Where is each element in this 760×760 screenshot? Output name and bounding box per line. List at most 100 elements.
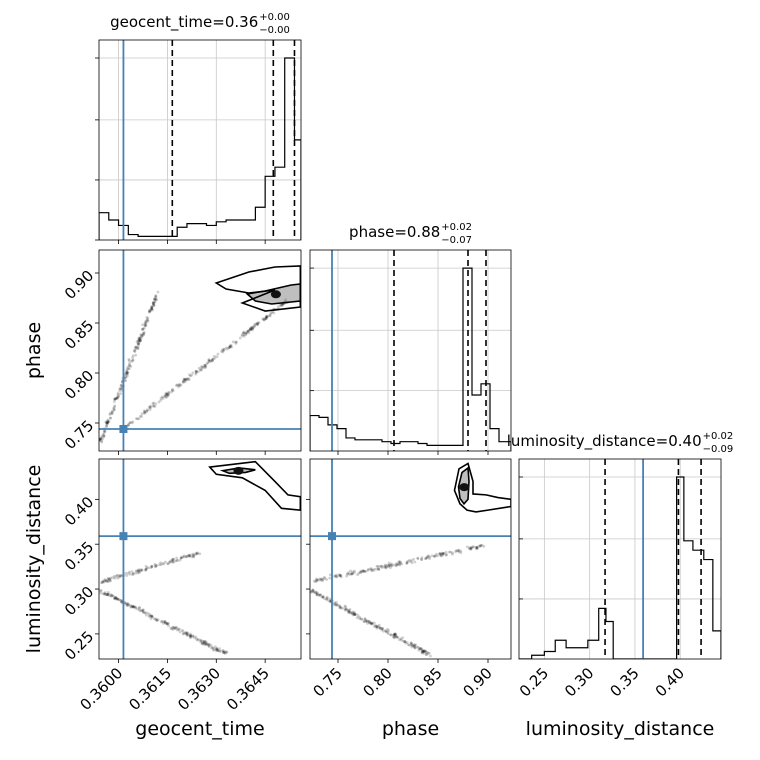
- sample-point: [149, 614, 153, 618]
- sample-point: [362, 569, 366, 573]
- sample-point: [186, 631, 190, 635]
- sample-point: [363, 617, 367, 621]
- sample-point: [182, 378, 186, 382]
- sample-point: [320, 577, 324, 581]
- sample-point: [185, 633, 189, 636]
- title-lower-error: −0.07: [441, 235, 472, 246]
- sample-point: [107, 592, 110, 596]
- sample-point: [370, 621, 374, 625]
- sample-point: [140, 609, 143, 612]
- density-peak: [233, 466, 244, 475]
- sample-point: [321, 578, 325, 581]
- sample-point: [127, 423, 130, 427]
- sample-point: [230, 345, 234, 349]
- sample-point: [325, 597, 328, 601]
- sample-point: [210, 358, 214, 362]
- sample-point: [112, 406, 115, 410]
- sample-point: [159, 561, 162, 565]
- sample-point: [409, 641, 413, 645]
- sample-point: [346, 608, 349, 612]
- sample-point: [442, 552, 446, 555]
- sample-point: [137, 342, 141, 346]
- sample-point: [142, 333, 146, 336]
- sample-point: [216, 649, 220, 653]
- sample-point: [225, 650, 229, 654]
- sample-point: [383, 564, 387, 568]
- sample-point: [424, 649, 428, 653]
- sample-point: [228, 344, 232, 348]
- sample-point: [113, 596, 117, 600]
- sample-point: [421, 650, 425, 654]
- sample-point: [190, 555, 194, 559]
- sample-point: [115, 396, 119, 400]
- sample-point: [177, 385, 180, 389]
- sample-point: [438, 551, 442, 555]
- sample-point: [163, 394, 166, 398]
- sample-point: [115, 574, 119, 578]
- x-tick-label: 0.3600: [77, 664, 127, 714]
- sample-point: [154, 295, 157, 299]
- sample-point: [131, 604, 135, 608]
- sample-point: [381, 627, 384, 631]
- sample-point: [312, 589, 316, 593]
- sample-point: [164, 391, 168, 395]
- sample-point: [215, 647, 219, 651]
- sample-point: [108, 411, 112, 415]
- sample-point: [318, 577, 322, 581]
- sample-point: [368, 621, 371, 625]
- sample-point: [420, 649, 424, 653]
- sample-point: [387, 563, 391, 567]
- panel-luminosity_distance_vs_geocent_time: [95, 458, 302, 663]
- sample-point: [147, 309, 151, 313]
- sample-point: [168, 559, 172, 563]
- sample-point: [182, 377, 186, 381]
- sample-point: [457, 548, 461, 552]
- sample-point: [185, 631, 189, 635]
- sample-point: [148, 614, 152, 618]
- sample-point: [143, 324, 147, 328]
- sample-point: [256, 322, 260, 326]
- sample-point: [339, 575, 343, 579]
- sample-point: [107, 577, 110, 581]
- sample-point: [203, 642, 207, 646]
- axes-frame: [98, 249, 302, 452]
- sample-point: [323, 597, 326, 601]
- sample-point: [138, 338, 141, 342]
- sample-point: [261, 317, 265, 321]
- sample-point: [276, 305, 280, 309]
- sample-point: [247, 328, 251, 332]
- sample-point: [144, 568, 148, 572]
- sample-point: [408, 558, 411, 562]
- sample-point: [171, 627, 175, 631]
- sample-point: [138, 415, 142, 418]
- x-tick-label: 0.85: [409, 664, 445, 700]
- sample-point: [349, 611, 353, 615]
- sample-point: [335, 603, 338, 607]
- sample-point: [171, 625, 175, 629]
- sample-point: [113, 404, 117, 408]
- sample-point: [106, 420, 110, 424]
- sample-point: [406, 559, 410, 563]
- sample-point: [376, 567, 380, 571]
- x-tick-label: 0.80: [359, 664, 395, 700]
- sample-point: [194, 370, 198, 373]
- sample-point: [129, 605, 133, 608]
- sample-point: [335, 602, 339, 606]
- sample-point: [150, 307, 154, 311]
- sample-point: [137, 606, 141, 609]
- sample-point: [445, 553, 448, 556]
- sample-point: [376, 565, 380, 568]
- sample-point: [174, 384, 178, 387]
- sample-point: [430, 554, 434, 558]
- sample-point: [420, 558, 424, 562]
- sample-point: [186, 633, 190, 637]
- sample-point: [153, 297, 156, 301]
- sample-point: [379, 626, 382, 630]
- sample-point: [451, 552, 454, 556]
- sample-point: [210, 358, 214, 362]
- sample-point: [136, 607, 139, 611]
- sample-point: [134, 605, 137, 609]
- sample-point: [113, 596, 117, 600]
- sample-point: [173, 627, 177, 630]
- sample-point: [314, 580, 318, 584]
